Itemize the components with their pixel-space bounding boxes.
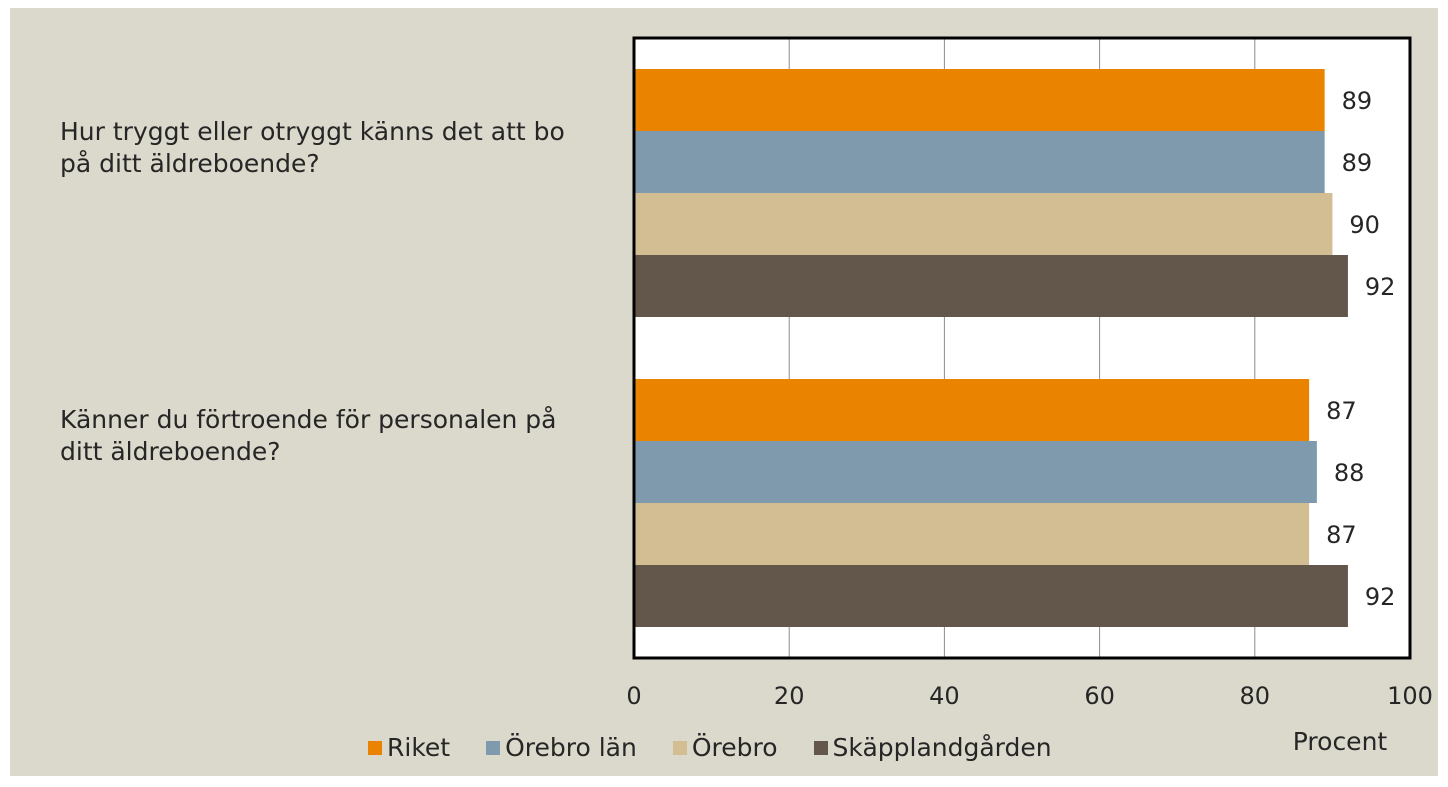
bar-1-1 xyxy=(634,441,1317,503)
legend: Riket Örebro län Örebro Skäpplandgården xyxy=(368,733,1088,762)
x-tick-label: 60 xyxy=(1084,682,1115,710)
data-label: 89 xyxy=(1342,149,1373,177)
legend-swatch xyxy=(672,740,687,755)
x-tick-label: 80 xyxy=(1240,682,1271,710)
x-tick-label: 100 xyxy=(1387,682,1433,710)
bar-0-1 xyxy=(634,379,1310,441)
legend-label: Örebro län xyxy=(505,733,637,762)
legend-swatch xyxy=(813,740,828,755)
data-label: 87 xyxy=(1326,521,1357,549)
legend-label: Skäpplandgården xyxy=(832,733,1052,762)
data-label: 89 xyxy=(1342,87,1373,115)
data-label: 90 xyxy=(1349,211,1380,239)
legend-item: Örebro län xyxy=(486,733,637,762)
data-label: 92 xyxy=(1365,583,1396,611)
x-tick-label: 0 xyxy=(626,682,641,710)
x-tick-label: 20 xyxy=(774,682,805,710)
data-label: 88 xyxy=(1334,459,1365,487)
bar-1-0 xyxy=(634,131,1325,193)
data-label: 92 xyxy=(1365,273,1396,301)
legend-swatch xyxy=(486,740,501,755)
bar-0-0 xyxy=(634,69,1325,131)
x-axis-title: Procent xyxy=(1293,727,1388,756)
category-label-1: Känner du förtroende för personalen på d… xyxy=(60,405,557,466)
bar-2-0 xyxy=(634,193,1333,255)
bar-3-0 xyxy=(634,255,1348,317)
legend-item: Örebro xyxy=(672,733,778,762)
category-label-0: Hur tryggt eller otryggt känns det att b… xyxy=(60,117,565,178)
legend-label: Riket xyxy=(387,733,451,762)
legend-swatch xyxy=(368,740,382,755)
legend-item: Riket xyxy=(368,733,450,762)
legend-item: Skäpplandgården xyxy=(813,733,1052,762)
bar-3-1 xyxy=(634,565,1348,627)
x-tick-label: 40 xyxy=(929,682,960,710)
plot-frame xyxy=(632,36,1412,660)
data-label: 87 xyxy=(1326,397,1357,425)
bar-2-1 xyxy=(634,503,1310,565)
legend-label: Örebro xyxy=(691,733,778,762)
